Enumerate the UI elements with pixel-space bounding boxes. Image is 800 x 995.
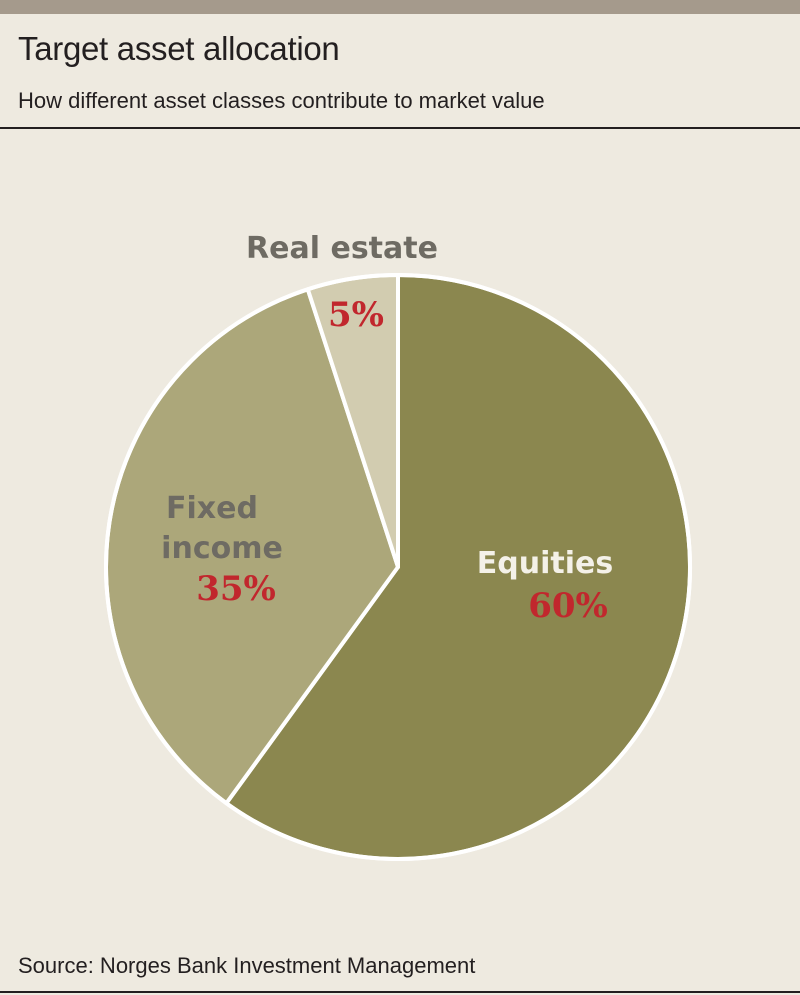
slice-label-fixed-income-line-1: Fixed (166, 491, 258, 526)
chart-subtitle: How different asset classes contribute t… (18, 88, 545, 113)
slice-value-fixed-income: 35% (196, 569, 276, 609)
pie-outline (104, 273, 692, 861)
slice-value-real-estate: 5% (328, 295, 384, 335)
source-note: Source: Norges Bank Investment Managemen… (18, 953, 476, 978)
chart-title: Target asset allocation (18, 30, 340, 67)
slice-value-equities: 60% (528, 586, 608, 626)
header-divider (0, 127, 800, 129)
slice-label-real-estate: Real estate (246, 231, 438, 266)
slice-label-fixed-income-line-2: income (161, 531, 283, 566)
slice-label-equities: Equities (477, 546, 613, 581)
top-accent-bar (0, 0, 800, 14)
footer-divider (0, 991, 800, 993)
